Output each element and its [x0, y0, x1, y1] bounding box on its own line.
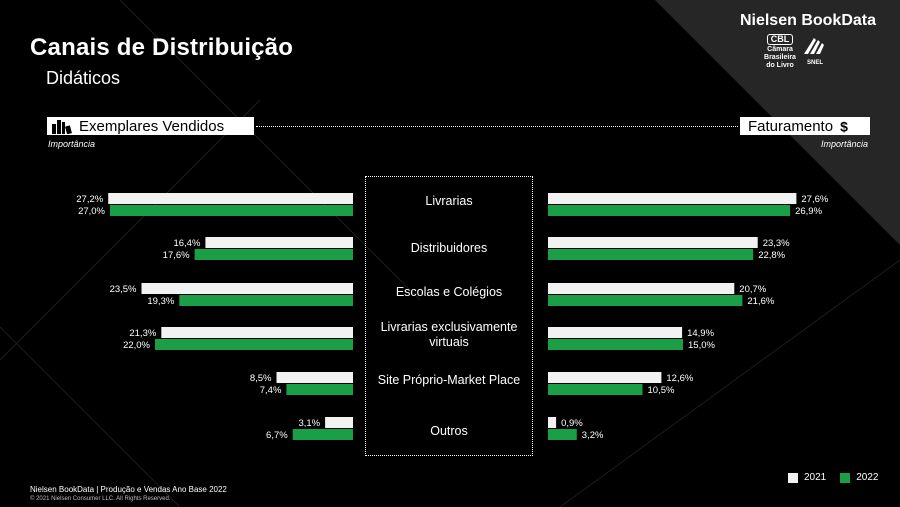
exemplares-bar-2022: [194, 249, 353, 260]
page-title: Canais de Distribuição: [30, 34, 294, 61]
footer-source: Nielsen BookData | Produção e Vendas Ano…: [30, 485, 227, 494]
brand-name: Nielsen BookData: [739, 12, 876, 29]
panel-title-exemplares: Exemplares Vendidos: [47, 117, 254, 135]
faturamento-data-label-2022: 3,2%: [582, 430, 604, 441]
faturamento-bar-2022: [548, 384, 643, 395]
faturamento-data-label-2022: 21,6%: [747, 296, 774, 307]
category-label: Site Próprio-Market Place: [377, 373, 521, 387]
legend-label-2022: 2022: [856, 472, 879, 483]
cbl-logo: CBL Câmara Brasileira do Livro: [764, 34, 796, 70]
category-label: Outros: [430, 424, 468, 438]
exemplares-data-label-2021: 23,5%: [110, 284, 137, 295]
footer-copyright: © 2021 Nielsen Consumer LLC. All Rights …: [30, 496, 171, 502]
faturamento-data-label-2022: 10,5%: [648, 385, 675, 396]
legend-label-2021: 2021: [804, 472, 827, 483]
exemplares-bar-2022: [292, 429, 353, 440]
exemplares-data-label-2021: 8,5%: [250, 373, 272, 384]
exemplares-bar-2021: [325, 417, 353, 428]
faturamento-bar-2021: [548, 193, 797, 204]
chart-legend: 2021 2022: [788, 472, 879, 483]
partner-logos: CBL Câmara Brasileira do Livro SNEL: [760, 34, 830, 70]
category-label: Escolas e Colégios: [395, 285, 503, 299]
faturamento-bar-2022: [548, 205, 791, 216]
page-subtitle: Didáticos: [46, 68, 121, 88]
exemplares-data-label-2021: 3,1%: [298, 418, 320, 429]
legend-swatch-2022: [840, 472, 851, 483]
exemplares-data-label-2022: 6,7%: [266, 430, 288, 441]
faturamento-data-label-2021: 0,9%: [561, 418, 583, 429]
category-label: Distribuidores: [410, 241, 488, 255]
panel-title-faturamento: Faturamento $: [740, 117, 870, 135]
panel-title-faturamento-label: Faturamento: [748, 117, 834, 135]
faturamento-bar-2021: [548, 327, 683, 338]
exemplares-data-label-2022: 7,4%: [260, 385, 282, 396]
exemplares-data-label-2022: 27,0%: [78, 206, 105, 217]
exemplares-bar-2021: [108, 193, 353, 204]
faturamento-data-label-2021: 23,3%: [763, 238, 790, 249]
exemplares-bar-2022: [155, 339, 353, 350]
svg-text:$: $: [840, 118, 848, 134]
faturamento-data-label-2021: 12,6%: [666, 373, 693, 384]
exemplares-bar-2021: [276, 372, 353, 383]
exemplares-data-label-2022: 17,6%: [163, 250, 190, 261]
panel-divider: [256, 126, 738, 127]
snel-logo-text: SNEL: [807, 60, 823, 66]
faturamento-bar-2021: [548, 417, 557, 428]
exemplares-bar-2022: [286, 384, 353, 395]
exemplares-bar-2022: [110, 205, 353, 216]
exemplares-data-label-2021: 16,4%: [173, 238, 200, 249]
faturamento-data-label-2022: 26,9%: [795, 206, 822, 217]
legend-swatch-2021: [788, 472, 798, 483]
faturamento-bar-2022: [548, 429, 577, 440]
exemplares-data-label-2022: 22,0%: [123, 340, 150, 351]
faturamento-data-label-2021: 27,6%: [801, 194, 828, 205]
faturamento-bar-2021: [548, 372, 662, 383]
exemplares-bar-2021: [141, 283, 353, 294]
exemplares-bar-2021: [205, 237, 353, 248]
faturamento-bar-2021: [548, 237, 758, 248]
cbl-logo-text: Câmara Brasileira do Livro: [764, 46, 796, 69]
category-label: Livrarias exclusivamente virtuais: [380, 320, 518, 349]
cbl-logo-mark: CBL: [767, 34, 793, 45]
faturamento-data-label-2021: 20,7%: [739, 284, 766, 295]
faturamento-bar-2022: [548, 339, 683, 350]
category-label: Livrarias: [425, 194, 473, 208]
snel-logo: SNEL: [804, 38, 824, 66]
exemplares-data-label-2022: 19,3%: [147, 296, 174, 307]
exemplares-bar-2022: [179, 295, 353, 306]
importance-label-right: Importância: [820, 139, 868, 149]
faturamento-data-label-2022: 22,8%: [758, 250, 785, 261]
exemplares-data-label-2021: 27,2%: [76, 194, 103, 205]
faturamento-bar-2021: [548, 283, 735, 294]
exemplares-data-label-2021: 21,3%: [129, 328, 156, 339]
faturamento-data-label-2022: 15,0%: [688, 340, 715, 351]
faturamento-bar-2022: [548, 249, 754, 260]
importance-label-left: Importância: [48, 139, 96, 149]
panel-title-exemplares-label: Exemplares Vendidos: [79, 117, 225, 135]
books-icon: [52, 120, 72, 134]
exemplares-bar-2021: [161, 327, 353, 338]
faturamento-data-label-2021: 14,9%: [687, 328, 714, 339]
faturamento-bar-2022: [548, 295, 743, 306]
category-box: [365, 176, 533, 456]
dollar-icon: $: [840, 118, 848, 134]
